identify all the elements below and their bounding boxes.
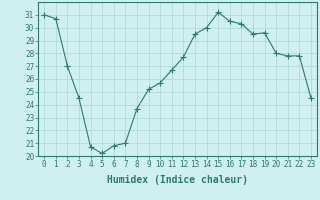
X-axis label: Humidex (Indice chaleur): Humidex (Indice chaleur) — [107, 175, 248, 185]
